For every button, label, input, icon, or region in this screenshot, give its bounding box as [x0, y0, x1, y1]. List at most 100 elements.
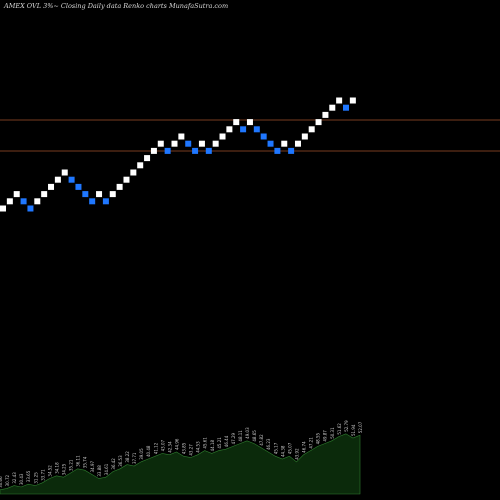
volume-label: 41.12	[153, 442, 158, 454]
renko-brick-up	[171, 140, 178, 147]
volume-label: 40.48	[146, 445, 151, 457]
renko-brick-up	[13, 191, 20, 198]
volume-label: 44.53	[196, 441, 201, 453]
renko-brick-up	[137, 162, 144, 169]
renko-brick-up	[54, 176, 61, 183]
volume-label: 48.55	[316, 432, 321, 444]
volume-label: 39.05	[139, 448, 144, 460]
volume-label: 49.03	[245, 427, 250, 439]
renko-brick-up	[157, 140, 164, 147]
volume-label: 43.27	[189, 444, 194, 456]
volume-label: 30.72	[5, 474, 10, 486]
renko-brick-up	[6, 198, 13, 205]
volume-label: 35.21	[69, 459, 74, 471]
volume-label: 36.11	[76, 455, 81, 467]
volume-label: 45.17	[273, 442, 278, 454]
renko-brick-up	[130, 169, 137, 176]
volume-label: 34.18	[54, 462, 59, 474]
volume-label: 34.61	[104, 463, 109, 475]
volume-label: 52.07	[358, 421, 363, 433]
volume-label: 33.65	[26, 470, 31, 482]
volume-label: 51.62	[337, 423, 342, 435]
volume-label: 46.74	[302, 441, 307, 453]
renko-brick-up	[219, 133, 226, 140]
renko-brick-up	[144, 155, 151, 162]
renko-brick-up	[246, 119, 253, 126]
renko-brick-up	[212, 140, 219, 147]
renko-brick-up	[301, 133, 308, 140]
renko-brick-up	[109, 191, 116, 198]
renko-brick-up	[336, 97, 343, 104]
renko-brick-up	[226, 126, 233, 133]
volume-label: 44.38	[280, 445, 285, 457]
renko-brick-down	[82, 191, 89, 198]
renko-brick-up	[322, 111, 329, 118]
renko-brick-down	[185, 140, 192, 147]
renko-brick-down	[68, 176, 75, 183]
renko-brick-up	[198, 140, 205, 147]
volume-label: 43.92	[294, 448, 299, 460]
renko-brick-down	[102, 198, 109, 205]
renko-brick-down	[27, 205, 34, 212]
renko-brick-up	[150, 147, 157, 154]
renko-brick-up	[61, 169, 68, 176]
volume-label: 48.11	[238, 430, 243, 442]
renko-brick-up	[116, 183, 123, 190]
volume-label: 34.52	[47, 465, 52, 477]
volume-label: 33.71	[40, 469, 45, 481]
renko-brick-down	[205, 147, 212, 154]
volume-label: 36.53	[118, 455, 123, 467]
volume-label: 44.18	[210, 439, 215, 451]
volume-label: 43.07	[160, 439, 165, 451]
volume-label: 49.87	[323, 430, 328, 442]
renko-brick-up	[281, 140, 288, 147]
renko-brick-up	[329, 104, 336, 111]
renko-brick-down	[260, 133, 267, 140]
renko-brick-down	[274, 147, 281, 154]
volume-label: 32.43	[12, 472, 17, 484]
volume-area	[0, 433, 361, 495]
renko-brick-down	[89, 198, 96, 205]
volume-label: 34.25	[62, 463, 67, 475]
volume-label: 45.07	[287, 442, 292, 454]
volume-label: 31.25	[33, 472, 38, 484]
renko-brick-up	[96, 191, 103, 198]
volume-label: 30.66	[0, 476, 3, 488]
volume-label: 45.61	[203, 437, 208, 449]
volume-label: 34.97	[90, 460, 95, 472]
renko-brick-up	[48, 183, 55, 190]
volume-label: 42.34	[167, 441, 172, 453]
chart-title: AMEX OVL 3%~ Closing Daily data Renko ch…	[3, 2, 228, 10]
renko-bricks	[0, 97, 356, 212]
volume-label: 35.74	[83, 456, 88, 468]
volume-label: 50.31	[330, 427, 335, 439]
volume-label: 47.21	[309, 437, 314, 449]
renko-brick-up	[315, 119, 322, 126]
renko-brick-down	[343, 104, 349, 111]
volume-label: 48.65	[252, 430, 257, 442]
renko-brick-down	[267, 140, 274, 147]
renko-brick-down	[288, 147, 295, 154]
volume-label: 44.96	[174, 438, 179, 450]
volume-label: 46.23	[266, 438, 271, 450]
renko-brick-down	[240, 126, 247, 133]
volume-label: 38.22	[125, 451, 130, 463]
renko-brick-down	[253, 126, 260, 133]
renko-brick-up	[178, 133, 185, 140]
volume-label: 52.79	[344, 420, 349, 432]
volume-label: 36.42	[111, 458, 116, 470]
volume-label: 30.43	[19, 473, 24, 485]
renko-brick-up	[233, 119, 240, 126]
renko-brick-up	[0, 205, 6, 212]
renko-brick-down	[20, 198, 27, 205]
volume-label: 46.44	[224, 435, 229, 447]
renko-brick-up	[308, 126, 315, 133]
renko-brick-up	[294, 140, 301, 147]
volume-label: 47.82	[259, 434, 264, 446]
renko-brick-up	[123, 176, 130, 183]
renko-brick-down	[192, 147, 199, 154]
volume-label: 47.29	[231, 432, 236, 444]
volume-panel: 30.66 30.72 32.43 30.43 33.65 31.25 33.71 34.52…	[0, 420, 363, 495]
